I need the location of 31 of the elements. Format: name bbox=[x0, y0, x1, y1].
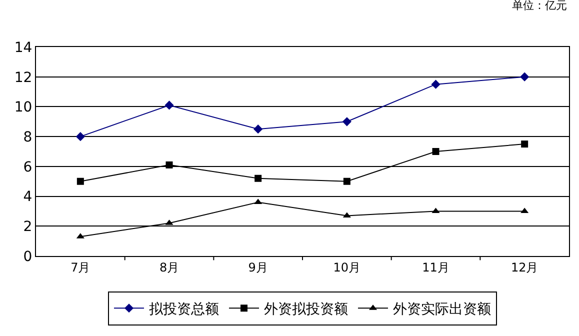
y-tick-label: 4 bbox=[23, 189, 32, 206]
y-tick-label: 8 bbox=[23, 129, 32, 146]
y-tick-label: 10 bbox=[14, 100, 32, 116]
point bbox=[343, 178, 350, 185]
point bbox=[164, 100, 174, 110]
y-tick-label: 6 bbox=[23, 159, 32, 176]
legend-label: 外资实际出资额 bbox=[393, 302, 491, 318]
point bbox=[76, 178, 84, 185]
point bbox=[254, 124, 263, 134]
x-tick-label: 11月 bbox=[422, 260, 450, 274]
x-tick-label: 10月 bbox=[333, 260, 361, 274]
y-tick-label: 12 bbox=[14, 70, 32, 86]
x-tick-label: 7月 bbox=[70, 260, 90, 274]
point bbox=[166, 161, 173, 168]
point bbox=[342, 117, 352, 126]
y-tick-label: 2 bbox=[23, 219, 32, 236]
y-tick-label: 14 bbox=[14, 40, 32, 56]
x-tick-label: 8月 bbox=[159, 260, 180, 274]
point bbox=[76, 132, 85, 142]
point bbox=[254, 198, 262, 204]
point bbox=[254, 174, 262, 182]
point bbox=[520, 72, 530, 82]
legend-label: 拟投资总额 bbox=[149, 302, 219, 318]
y-tick-label: 0 bbox=[23, 248, 32, 265]
point bbox=[431, 80, 440, 89]
point bbox=[432, 148, 440, 155]
text: 单位：亿元 bbox=[512, 0, 567, 12]
x-tick-label: 9月 bbox=[248, 260, 268, 274]
legend-label: 外资拟投资额 bbox=[264, 302, 348, 318]
point bbox=[521, 140, 528, 148]
x-tick-label: 12月 bbox=[510, 260, 538, 274]
